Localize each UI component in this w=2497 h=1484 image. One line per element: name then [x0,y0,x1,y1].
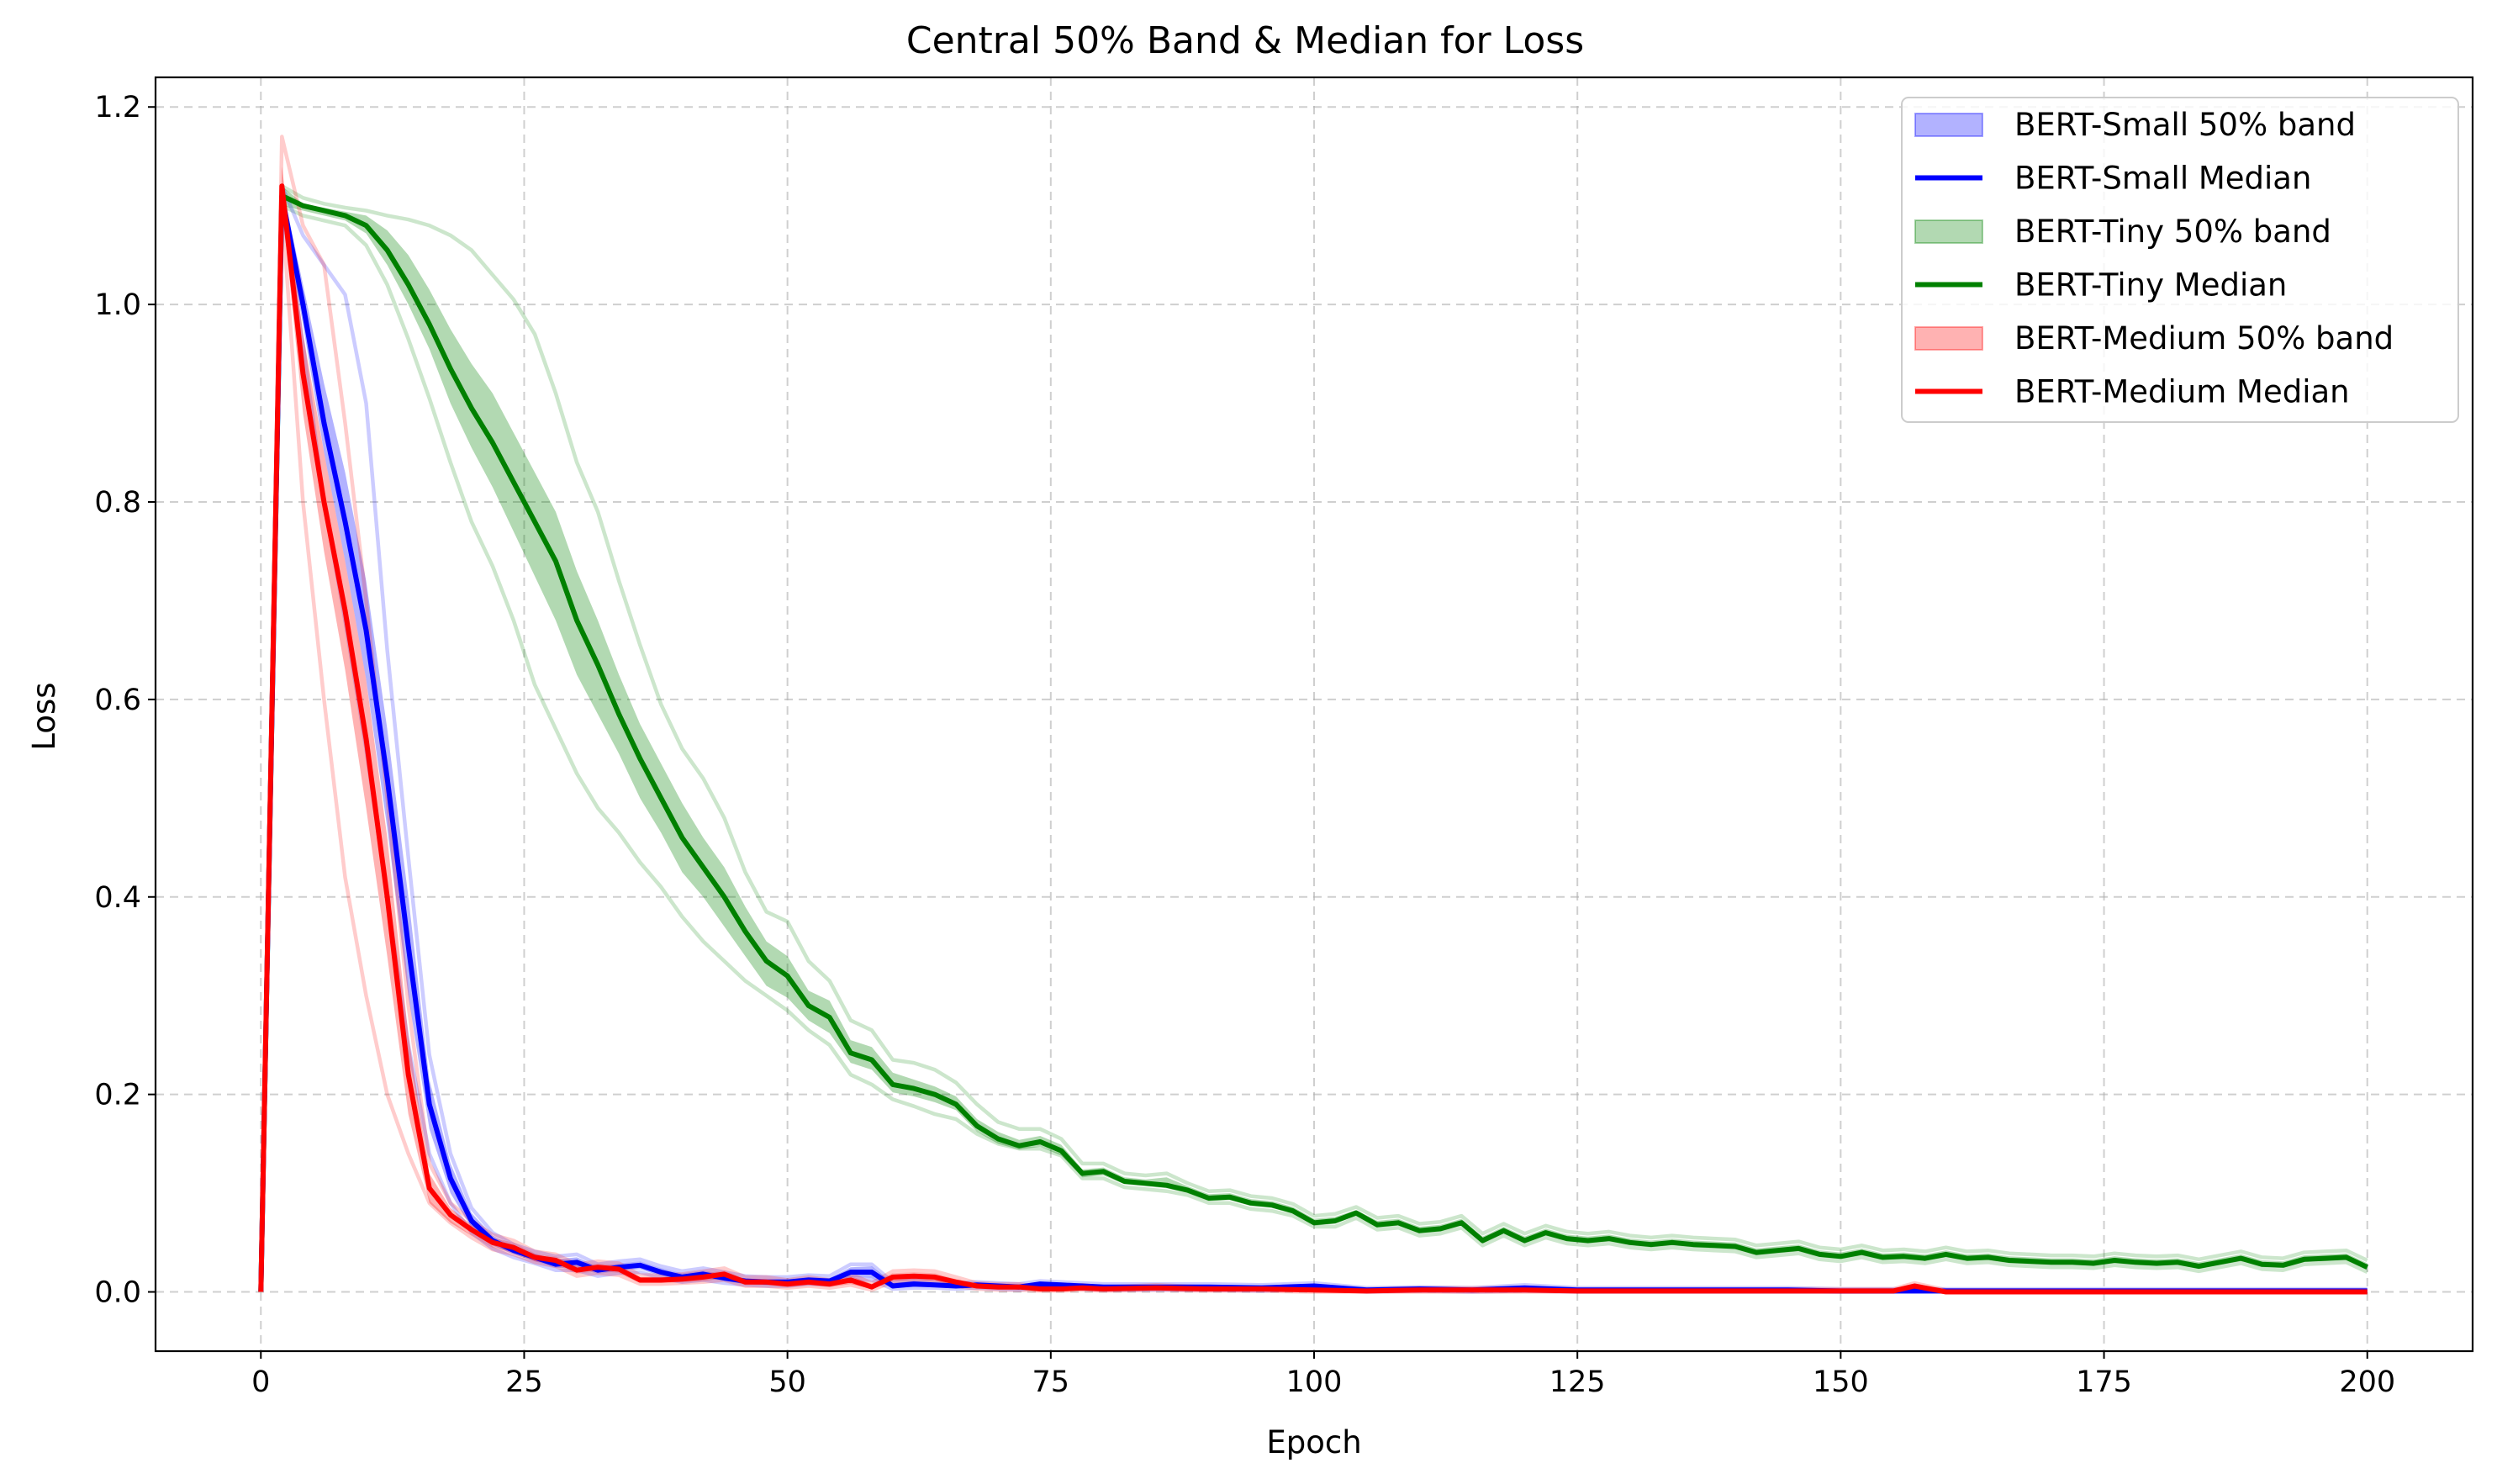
x-tick-label: 150 [1813,1365,1869,1399]
grid [156,77,2473,1351]
legend-box [1901,97,2459,423]
x-tick-label: 200 [2339,1365,2395,1399]
bert-tiny-run-upper [259,183,2368,1292]
y-tick-label: 1.2 [94,91,141,124]
legend-label-bert-tiny-median: BERT-Tiny Median [2014,267,2287,304]
bert-medium-median-line [258,183,2368,1295]
x-tick-label: 0 [251,1365,270,1399]
legend-label-bert-small-50-band: BERT-Small 50% band [2014,107,2356,143]
legend-label-bert-small-median: BERT-Small Median [2014,161,2311,197]
bert-tiny-median-line [258,193,2368,1292]
y-tick-label: 0.0 [94,1276,141,1310]
x-tick-label: 125 [1549,1365,1606,1399]
y-tick-label: 0.2 [94,1079,141,1112]
bert-small-50-band-swatch [1914,113,1983,137]
legend-label-bert-tiny-50-band: BERT-Tiny 50% band [2014,214,2331,250]
y-tick-label: 0.4 [94,881,141,915]
legend: BERT-Small 50% band BERT-Small Median BERT… [1901,97,2459,423]
chart-title: Central 50% Band & Median for Loss [906,19,1584,62]
y-tick-label: 0.8 [94,486,141,520]
x-tick-label: 75 [1032,1365,1070,1399]
y-tick-label: 1.0 [94,288,141,322]
x-tick-label: 175 [2076,1365,2132,1399]
legend-label-bert-medium-median: BERT-Medium Median [2014,374,2350,410]
median-lines [258,183,2368,1295]
bert-tiny-run-lower [259,203,2368,1292]
bert-medium-50-band-swatch [1914,326,1983,351]
x-tick-label: 25 [505,1365,543,1399]
y-axis-label: Loss [26,682,62,750]
legend-label-bert-medium-50-band: BERT-Medium 50% band [2014,320,2394,356]
ticks: 0 25 50 75 100 125 150 175 200 0.0 0.2 0.4 0.6 0.8 1.0… [94,91,2395,1399]
x-tick-label: 100 [1286,1365,1343,1399]
bert-tiny-50-band-swatch [1914,219,1983,244]
x-axis-label: Epoch [1266,1424,1361,1460]
y-tick-label: 0.6 [94,684,141,717]
x-tick-label: 50 [768,1365,806,1399]
